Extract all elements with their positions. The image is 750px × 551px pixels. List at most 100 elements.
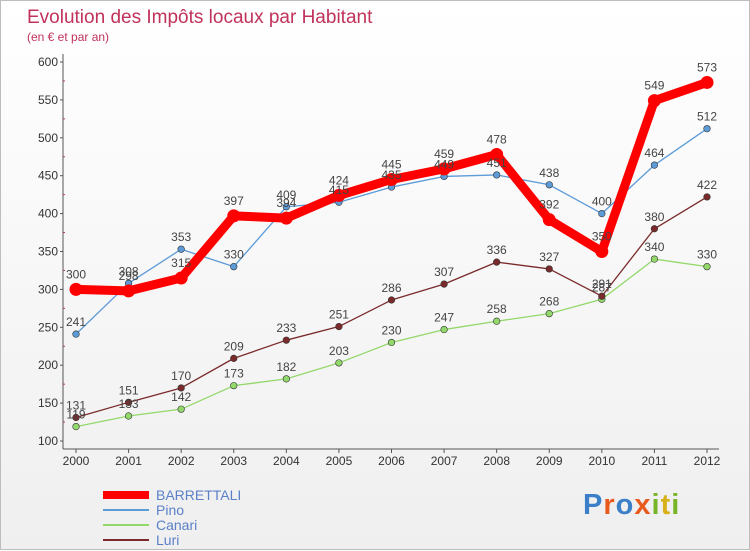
data-label: 424 — [329, 173, 349, 187]
data-label: 435 — [381, 168, 401, 182]
data-label: 422 — [697, 178, 717, 192]
data-point — [545, 265, 553, 273]
data-point — [332, 188, 346, 202]
data-label: 573 — [697, 60, 717, 74]
data-label: 182 — [276, 360, 296, 374]
x-tick-label: 2004 — [273, 454, 300, 468]
data-label: 327 — [539, 250, 559, 264]
data-point — [490, 147, 504, 161]
data-point — [227, 209, 241, 223]
data-point — [72, 413, 80, 422]
labels-pino: 241 308 353 330 409 415 435 449 451 438 400 464 512 — [66, 110, 717, 329]
data-label: 459 — [434, 147, 454, 161]
legend-label: Luri — [156, 532, 179, 548]
data-label: 307 — [434, 265, 454, 279]
data-label: 268 — [539, 295, 559, 309]
chart-title: Evolution des Impôts locaux par Habitant — [27, 7, 373, 28]
legend-label: Canari — [156, 517, 197, 533]
data-point — [124, 412, 133, 420]
data-point — [69, 282, 83, 296]
data-point — [387, 296, 396, 304]
data-label: 119 — [66, 408, 85, 422]
data-label: 397 — [224, 194, 244, 208]
data-label: 512 — [697, 110, 717, 124]
data-label: 340 — [644, 240, 664, 254]
data-label: 203 — [329, 344, 349, 358]
data-point — [177, 245, 185, 253]
data-point — [282, 336, 290, 344]
data-label: 449 — [434, 157, 454, 171]
data-label: 308 — [119, 264, 139, 278]
data-label: 291 — [592, 277, 612, 291]
data-label: 298 — [119, 269, 139, 283]
x-tick-label: 2001 — [115, 454, 142, 468]
data-label: 409 — [276, 188, 296, 202]
data-label: 464 — [644, 146, 664, 160]
data-label: 251 — [329, 308, 349, 322]
proxiti-logo: Proxiti — [583, 489, 680, 522]
data-point — [703, 193, 711, 201]
data-point — [493, 258, 501, 266]
data-label: 230 — [381, 323, 401, 337]
data-label: 478 — [487, 132, 507, 146]
y-tick-label: 250 — [38, 320, 58, 334]
data-point — [230, 382, 238, 390]
data-point — [650, 255, 659, 263]
x-tick-label: 2009 — [536, 454, 563, 468]
data-point — [493, 171, 501, 179]
data-label: 286 — [381, 281, 401, 295]
data-label: 330 — [697, 248, 717, 262]
data-label: 451 — [487, 156, 507, 170]
y-tick-label: 200 — [38, 358, 58, 372]
data-label: 353 — [171, 230, 191, 244]
labels-luri: 131 151 170 209 233 251 286 307 336 327 291 380 422 — [66, 178, 717, 413]
data-point — [230, 263, 238, 271]
data-point — [545, 181, 553, 189]
data-point — [437, 162, 451, 176]
data-label: 394 — [276, 196, 296, 210]
data-label: 415 — [329, 183, 349, 197]
series-barrettali — [69, 75, 714, 298]
x-tick-label: 2008 — [483, 454, 510, 468]
y-tick-label: 350 — [38, 245, 58, 259]
data-label: 209 — [224, 339, 244, 353]
legend-label: Pino — [156, 502, 184, 518]
x-tick-label: 2012 — [694, 454, 721, 468]
logo-letter: i — [651, 489, 661, 521]
chart-subtitle: (en € et par an) — [27, 30, 110, 44]
data-label: 247 — [434, 311, 454, 325]
logo-letter: x — [634, 489, 652, 521]
data-label: 300 — [66, 267, 86, 281]
data-point — [703, 125, 711, 133]
data-point — [282, 375, 290, 383]
data-label: 400 — [592, 195, 612, 209]
y-tick-label: 300 — [38, 282, 58, 296]
logo-letter: r — [603, 489, 616, 521]
logo-letter: P — [583, 489, 604, 521]
logo-letter: t — [660, 489, 672, 521]
data-point — [72, 330, 80, 338]
data-point — [493, 317, 501, 325]
data-point — [700, 75, 714, 89]
logo-letter: o — [615, 489, 635, 521]
data-label: 336 — [487, 243, 507, 257]
y-tick-label: 100 — [38, 434, 58, 448]
x-tick-label: 2003 — [220, 454, 247, 468]
data-label: 131 — [66, 399, 86, 413]
labels-barrettali: 300 298 315 397 394 424 445 459 478 392 350 549 573 — [66, 60, 717, 282]
data-point — [174, 271, 188, 285]
x-tick-label: 2000 — [63, 454, 90, 468]
data-label: 233 — [276, 321, 296, 335]
data-label: 241 — [66, 315, 86, 329]
y-tick-label: 400 — [38, 207, 58, 221]
data-label: 380 — [644, 210, 664, 224]
data-label: 133 — [119, 397, 139, 411]
data-label: 549 — [644, 79, 664, 93]
data-point — [598, 210, 606, 218]
data-label: 151 — [119, 383, 139, 397]
data-point — [598, 292, 606, 300]
legend-label: BARRETTALI — [156, 487, 241, 503]
data-point — [650, 225, 659, 233]
x-tick-label: 2006 — [378, 454, 405, 468]
